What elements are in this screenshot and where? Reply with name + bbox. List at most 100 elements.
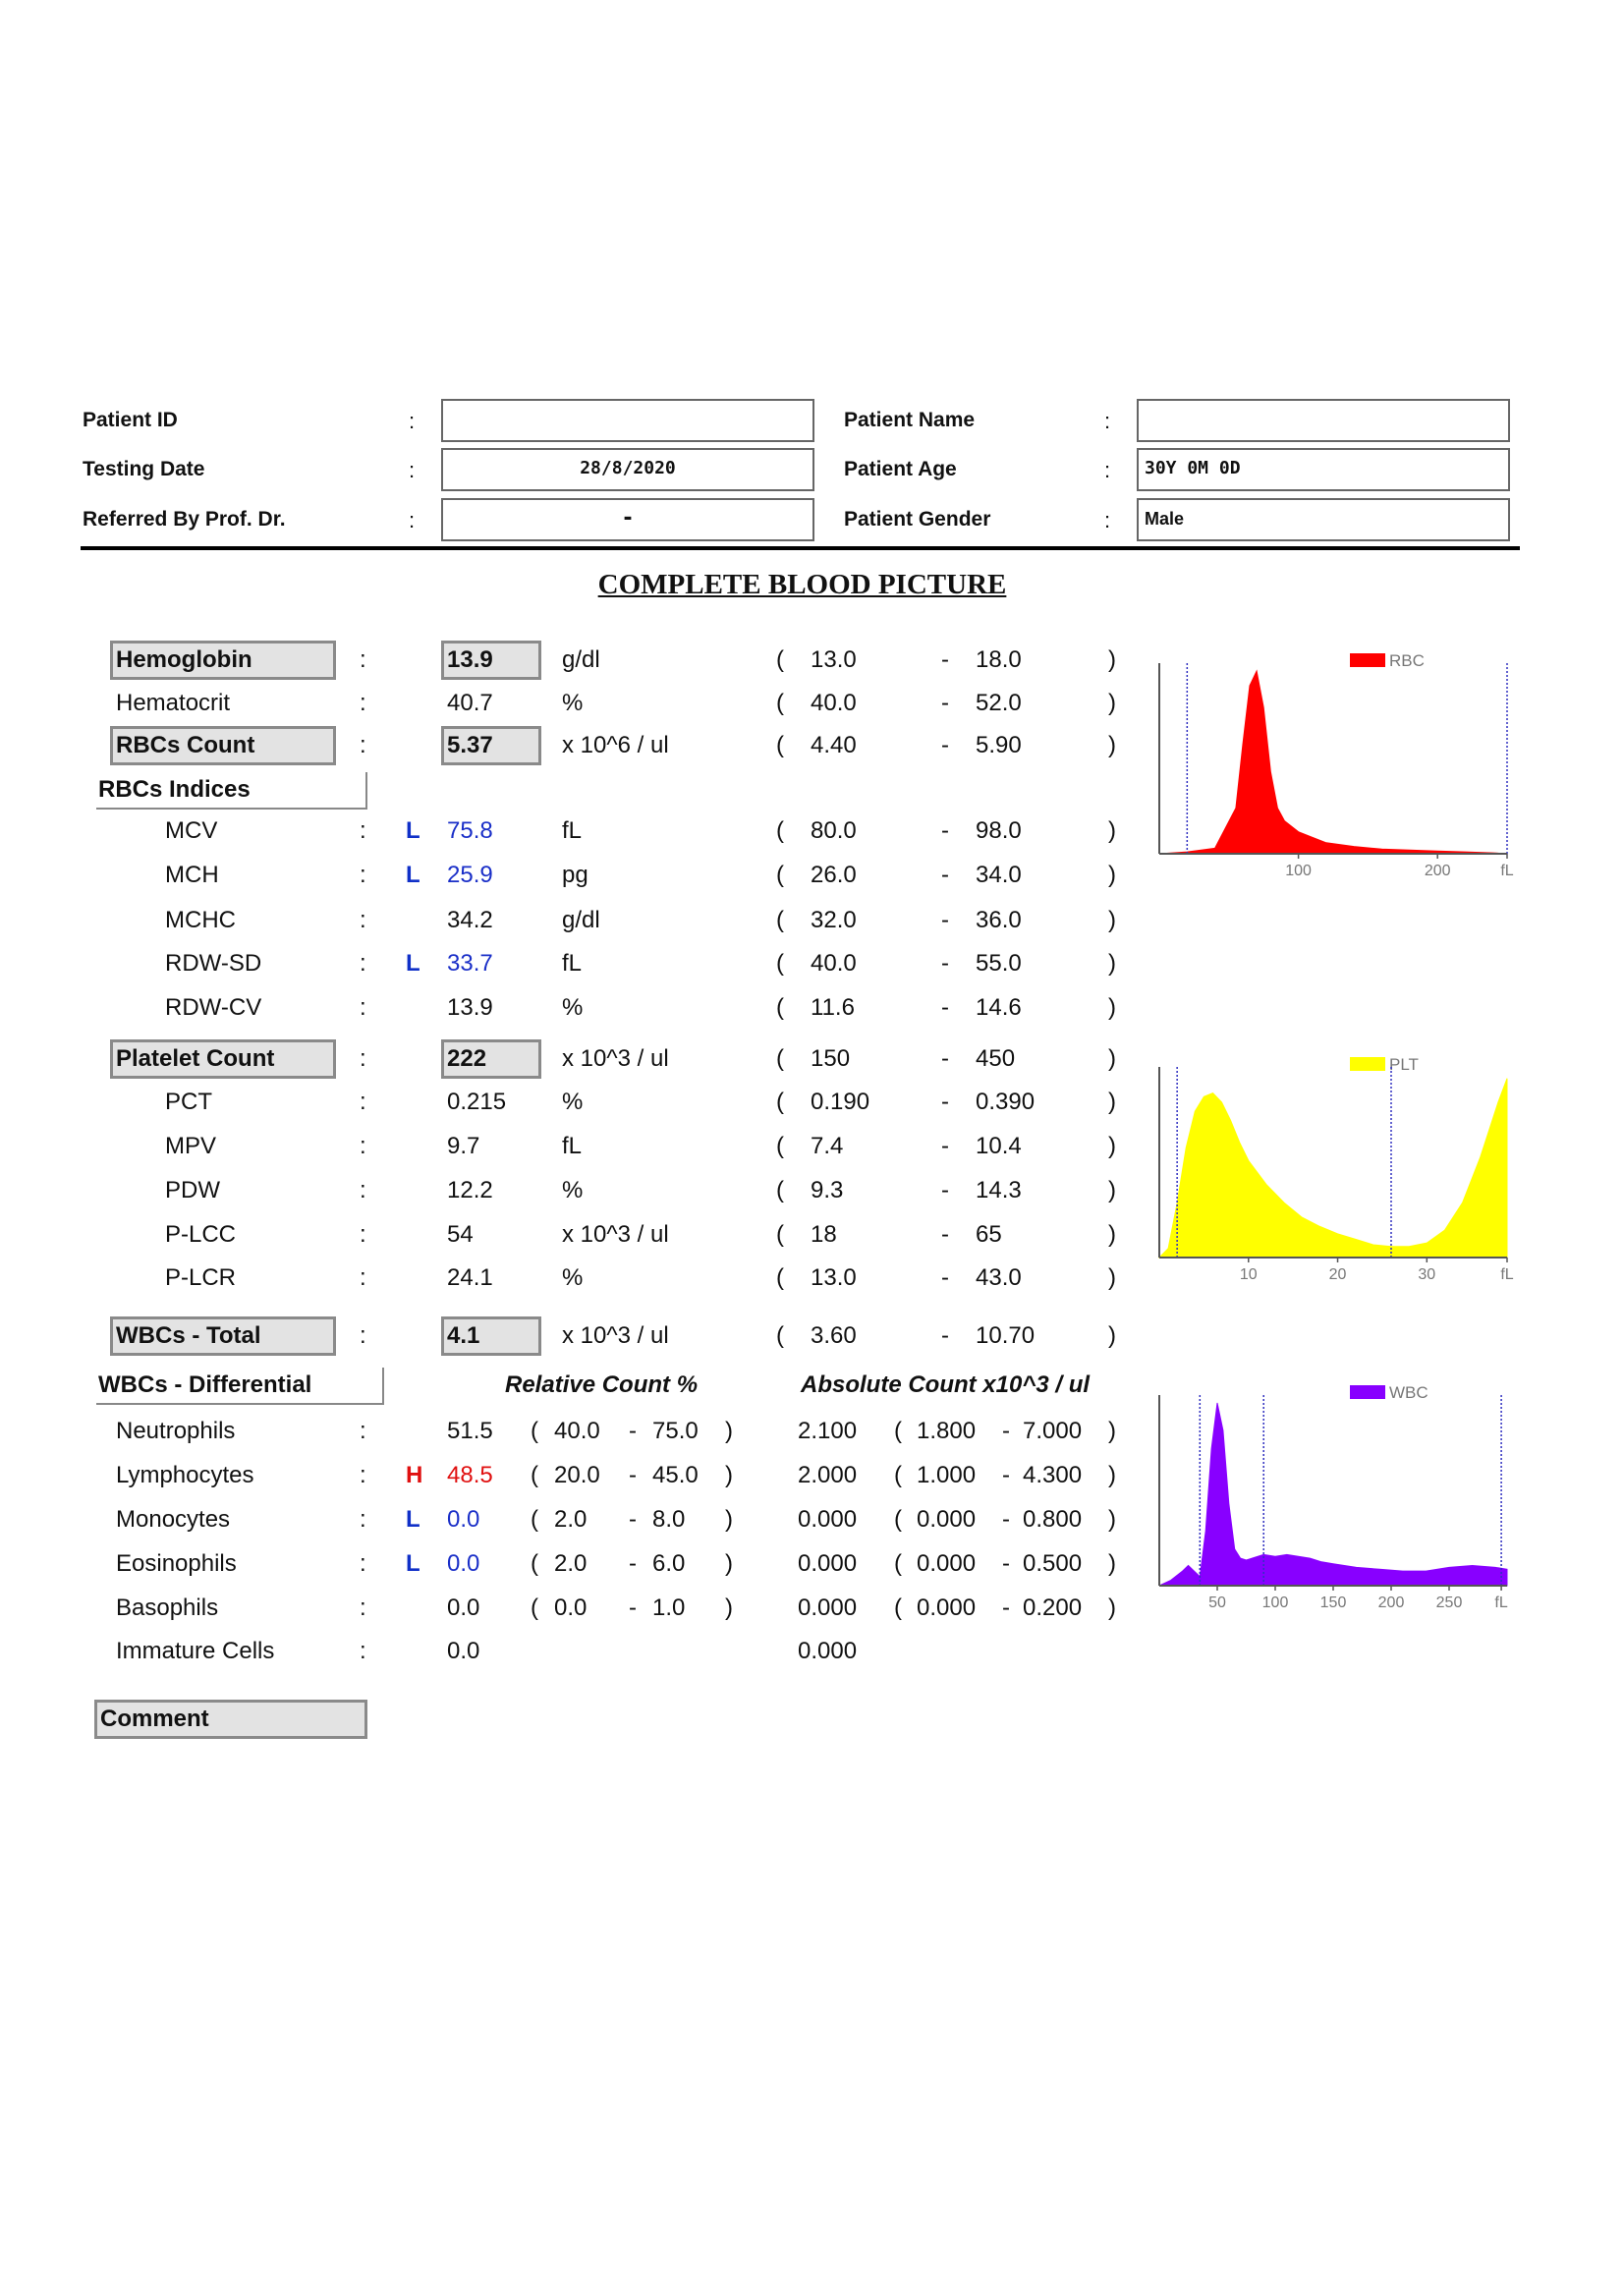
range-close-paren: ) xyxy=(1108,950,1116,977)
range-dash: - xyxy=(941,907,949,933)
cell-type-name: Monocytes xyxy=(116,1506,231,1533)
colon: : xyxy=(360,1595,366,1621)
test-row: Hemoglobin 13.9: g/dl (13.0 -18.0) xyxy=(0,641,1140,682)
colon: : xyxy=(1104,458,1111,482)
relative-value: 0.0 xyxy=(447,1595,480,1621)
range-close-paren: ) xyxy=(1108,1177,1116,1203)
test-value: 222 xyxy=(441,1039,541,1079)
range-close-paren: ) xyxy=(1108,1264,1116,1291)
range-open-paren: ( xyxy=(531,1462,538,1488)
colon: : xyxy=(360,907,366,933)
range-close-paren: ) xyxy=(1108,1089,1116,1115)
absolute-low: 1.800 xyxy=(917,1418,977,1444)
range-open-paren: ( xyxy=(776,950,784,977)
range-open-paren: ( xyxy=(776,1133,784,1159)
test-unit: % xyxy=(562,1177,584,1203)
range-close-paren: ) xyxy=(725,1462,733,1488)
range-open-paren: ( xyxy=(776,994,784,1021)
range-dash: - xyxy=(629,1550,637,1577)
test-value: 33.7 xyxy=(447,950,493,977)
test-name: RDW-SD xyxy=(165,950,262,977)
range-close-paren: ) xyxy=(1108,1595,1116,1621)
relative-low: 20.0 xyxy=(554,1462,600,1488)
wbc-legend-label: WBC xyxy=(1389,1383,1428,1402)
differential-row: Lymphocytes: H 48.5(20.0-45.0) 2.000(1.000-… xyxy=(0,1462,1140,1497)
range-high: 10.4 xyxy=(976,1133,1022,1159)
range-dash: - xyxy=(629,1595,637,1621)
colon: : xyxy=(360,1045,366,1072)
range-dash: - xyxy=(941,1133,949,1159)
range-open-paren: ( xyxy=(776,907,784,933)
colon: : xyxy=(1104,508,1111,532)
test-value: 24.1 xyxy=(447,1264,493,1291)
colon: : xyxy=(360,732,366,758)
test-value: 54 xyxy=(447,1221,474,1248)
cell-type-name: Lymphocytes xyxy=(116,1462,254,1488)
absolute-low: 0.000 xyxy=(917,1595,977,1621)
range-dash: - xyxy=(941,690,949,716)
relative-high: 45.0 xyxy=(652,1462,699,1488)
wbc-differential-underline xyxy=(96,1403,384,1405)
test-name: MCHC xyxy=(165,907,236,933)
test-name: RDW-CV xyxy=(165,994,262,1021)
range-high: 18.0 xyxy=(976,646,1022,673)
colon: : xyxy=(360,1264,366,1291)
range-open-paren: ( xyxy=(531,1418,538,1444)
range-dash: - xyxy=(1002,1506,1010,1533)
test-row: RDW-CV 13.9:% (11.6 -14.6) xyxy=(0,994,1140,1030)
test-value: 0.215 xyxy=(447,1089,507,1115)
range-dash: - xyxy=(629,1418,637,1444)
patient-age-field: 30Y 0M 0D xyxy=(1137,448,1510,491)
rbc-tick-label: fL xyxy=(1500,863,1513,879)
range-open-paren: ( xyxy=(894,1595,902,1621)
test-unit: x 10^3 / ul xyxy=(562,1045,669,1072)
cell-type-name: Immature Cells xyxy=(116,1638,275,1664)
range-low: 40.0 xyxy=(811,950,857,977)
test-unit: pg xyxy=(562,862,588,888)
range-open-paren: ( xyxy=(776,1089,784,1115)
wbc-tick-label: fL xyxy=(1494,1595,1507,1611)
plt-histogram: PLT 10 20 30 fL xyxy=(1157,1055,1514,1283)
differential-row: Neutrophils:51.5(40.0-75.0) 2.100(1.800-7… xyxy=(0,1418,1140,1453)
range-close-paren: ) xyxy=(1108,1550,1116,1577)
range-close-paren: ) xyxy=(1108,1418,1116,1444)
relative-high: 75.0 xyxy=(652,1418,699,1444)
range-open-paren: ( xyxy=(531,1595,538,1621)
test-name: P-LCC xyxy=(165,1221,237,1248)
differential-row: Monocytes: L 0.0(2.0-8.0) 0.000(0.000-0.800… xyxy=(0,1506,1140,1541)
relative-value: 0.0 xyxy=(447,1638,480,1664)
absolute-value: 0.000 xyxy=(798,1595,858,1621)
test-name: PCT xyxy=(165,1089,212,1115)
range-close-paren: ) xyxy=(1108,1322,1116,1349)
range-close-paren: ) xyxy=(725,1506,733,1533)
test-value: 13.9 xyxy=(441,641,541,680)
cell-type-name: Neutrophils xyxy=(116,1418,236,1444)
test-row: PCT 0.215:% (0.190 - 0.390) xyxy=(0,1089,1140,1124)
range-close-paren: ) xyxy=(1108,1045,1116,1072)
range-high: 36.0 xyxy=(976,907,1022,933)
relative-value: 48.5 xyxy=(447,1462,493,1488)
wbc-tick-label: 200 xyxy=(1378,1595,1405,1611)
test-value: 25.9 xyxy=(447,862,493,888)
colon: : xyxy=(360,1506,366,1533)
range-open-paren: ( xyxy=(894,1418,902,1444)
test-unit: g/dl xyxy=(562,646,600,673)
range-high: 10.70 xyxy=(976,1322,1036,1349)
rbc-histogram: RBC 100 200 fL xyxy=(1158,651,1514,879)
range-close-paren: ) xyxy=(1108,1462,1116,1488)
range-low: 13.0 xyxy=(811,1264,857,1291)
colon: : xyxy=(360,1322,366,1349)
relative-value: 51.5 xyxy=(447,1418,493,1444)
test-value: 4.1 xyxy=(441,1316,541,1356)
test-row: MCHC 34.2: g/dl (32.0 - 36.0) xyxy=(0,907,1140,942)
test-name: P-LCR xyxy=(165,1264,237,1291)
range-close-paren: ) xyxy=(1108,994,1116,1021)
colon: : xyxy=(360,1550,366,1577)
range-dash: - xyxy=(1002,1595,1010,1621)
colon: : xyxy=(360,817,366,844)
colon: : xyxy=(409,409,416,433)
range-open-paren: ( xyxy=(776,817,784,844)
absolute-value: 0.000 xyxy=(798,1638,858,1664)
range-high: 0.390 xyxy=(976,1089,1036,1115)
